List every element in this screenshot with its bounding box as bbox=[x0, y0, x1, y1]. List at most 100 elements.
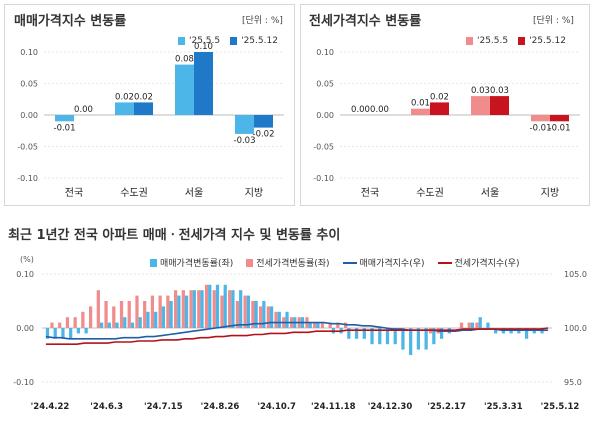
x-tick-label: '24.7.15 bbox=[144, 402, 183, 412]
sale-change-bar bbox=[123, 317, 127, 328]
x-tick-label: '25.5.12 bbox=[541, 402, 580, 412]
y-tick-label-left: 0.00 bbox=[16, 324, 34, 333]
bar bbox=[490, 96, 509, 115]
category-label: 서울 bbox=[481, 187, 499, 199]
legend-swatch-prev bbox=[178, 37, 185, 45]
data-label: 0.08 bbox=[175, 55, 194, 65]
rent-change-bar bbox=[258, 306, 263, 328]
sale-change-bar bbox=[84, 328, 88, 334]
rent-change-bar bbox=[220, 295, 224, 328]
rent-change-bar bbox=[158, 295, 162, 328]
bar bbox=[235, 115, 254, 134]
rent-change-bar bbox=[467, 322, 471, 328]
sale-panel-legend: '25.5.5 '25.5.12 bbox=[178, 36, 278, 46]
legend-line-rent-index bbox=[437, 261, 452, 264]
sale-change-bar bbox=[354, 328, 359, 339]
legend-label-sale-index: 매매가격지수(우) bbox=[359, 259, 425, 269]
sale-change-bar bbox=[192, 290, 196, 328]
y-tick-label: -0.10 bbox=[17, 174, 38, 183]
sale-change-bar bbox=[53, 328, 57, 339]
rent-change-bar bbox=[336, 322, 340, 328]
rent-change-bar bbox=[150, 295, 155, 328]
sale-change-bar bbox=[269, 306, 274, 328]
rent-change-bar bbox=[88, 306, 93, 328]
x-tick-label: '25.2.17 bbox=[427, 402, 466, 412]
data-label: 0.02 bbox=[430, 92, 449, 102]
trend-heading: 최근 1년간 전국 아파트 매매ㆍ전세가격 지수 및 변동률 추이 bbox=[8, 228, 341, 243]
rent-change-bar bbox=[181, 290, 185, 328]
rent-change-bar bbox=[274, 311, 278, 328]
y-tick-label: 0.05 bbox=[20, 80, 38, 89]
rent-change-bar bbox=[243, 295, 247, 328]
y-tick-label: -0.05 bbox=[313, 143, 334, 152]
rent-change-bar bbox=[73, 317, 77, 328]
data-label: 0.01 bbox=[411, 99, 430, 109]
legend-label-curr: '25.5.12 bbox=[529, 36, 566, 46]
rent-change-bar bbox=[127, 301, 131, 328]
category-label: 수도권 bbox=[416, 187, 444, 199]
sale-change-bar bbox=[262, 301, 266, 328]
legend-swatch-curr bbox=[518, 37, 526, 45]
trend-legend: 매매가격변동률(좌) 전세가격변동률(좌) 매매가격지수(우) 전세가격지수(우… bbox=[150, 256, 520, 269]
y-tick-label: 0.00 bbox=[20, 111, 38, 120]
data-label: 0.10 bbox=[194, 42, 213, 52]
data-label: -0.01 bbox=[54, 123, 76, 133]
sale-change-bar bbox=[362, 328, 366, 339]
sale-change-bar bbox=[439, 328, 444, 339]
category-label: 전국 bbox=[65, 187, 83, 199]
legend-label-prev: '25.5.5 bbox=[477, 36, 509, 46]
rent-change-bar bbox=[189, 290, 193, 328]
sale-change-bar bbox=[154, 311, 158, 328]
rent-change-bar bbox=[65, 317, 70, 328]
y-tick-label: 0.10 bbox=[316, 48, 334, 57]
category-label: 수도권 bbox=[120, 187, 148, 199]
rent-change-bar bbox=[81, 311, 85, 328]
rent-panel-legend: '25.5.5 '25.5.12 bbox=[466, 36, 566, 46]
bar bbox=[55, 115, 74, 122]
bar bbox=[411, 108, 430, 115]
sale-change-bar bbox=[494, 328, 498, 334]
sale-change-bar bbox=[409, 328, 413, 355]
rent-change-bar bbox=[135, 295, 139, 328]
data-label: 0.03 bbox=[490, 86, 509, 96]
sale-change-bar bbox=[239, 290, 243, 328]
x-tick-label: '24.6.3 bbox=[90, 402, 123, 412]
sale-change-bar bbox=[138, 317, 142, 328]
legend-swatch-sale-change bbox=[150, 258, 157, 267]
sale-change-bar bbox=[470, 322, 475, 328]
y-tick-label-right: 100.0 bbox=[564, 324, 587, 333]
y-tick-label-left: -0.10 bbox=[13, 378, 34, 387]
rent-change-bar bbox=[104, 301, 108, 328]
sale-change-bar bbox=[146, 311, 150, 328]
sale-change-bar bbox=[215, 284, 220, 328]
y-tick-label: 0.05 bbox=[316, 80, 334, 89]
bar bbox=[254, 115, 273, 128]
sale-change-bar bbox=[424, 328, 428, 350]
rent-change-bar bbox=[204, 284, 209, 328]
legend-swatch-rent-change bbox=[246, 258, 254, 267]
rent-change-bar bbox=[328, 322, 332, 328]
rent-change-bar bbox=[58, 322, 62, 328]
trend-combo-chart: (%) 0.10 0.00 -0.10 105.0 100.0 95.0 '24.4.22 '2… bbox=[13, 255, 587, 412]
sale-change-bar bbox=[130, 322, 135, 328]
category-label: 서울 bbox=[185, 187, 203, 199]
bar bbox=[115, 102, 134, 115]
sale-panel-unit: [단위 : %] bbox=[242, 16, 283, 26]
legend-label-rent-change: 전세가격변동률(좌) bbox=[256, 259, 330, 269]
sale-change-bar bbox=[347, 328, 351, 339]
bar bbox=[531, 115, 550, 122]
sale-change-bar bbox=[378, 328, 382, 345]
rent-panel-unit: [단위 : %] bbox=[533, 16, 574, 26]
legend-label-prev: '25.5.5 bbox=[189, 36, 221, 46]
rent-change-bar bbox=[313, 322, 317, 328]
data-label: -0.01 bbox=[530, 123, 552, 133]
sale-change-bar bbox=[76, 328, 81, 334]
rent-change-bar bbox=[119, 301, 124, 328]
sale-change-bar bbox=[184, 295, 189, 328]
sale-change-bar bbox=[69, 328, 73, 339]
rent-index-line bbox=[45, 327, 549, 345]
sale-change-bar bbox=[401, 328, 405, 350]
y-tick-label: 0.00 bbox=[316, 111, 334, 120]
category-label: 전국 bbox=[361, 187, 379, 199]
sale-change-bar bbox=[115, 322, 119, 328]
